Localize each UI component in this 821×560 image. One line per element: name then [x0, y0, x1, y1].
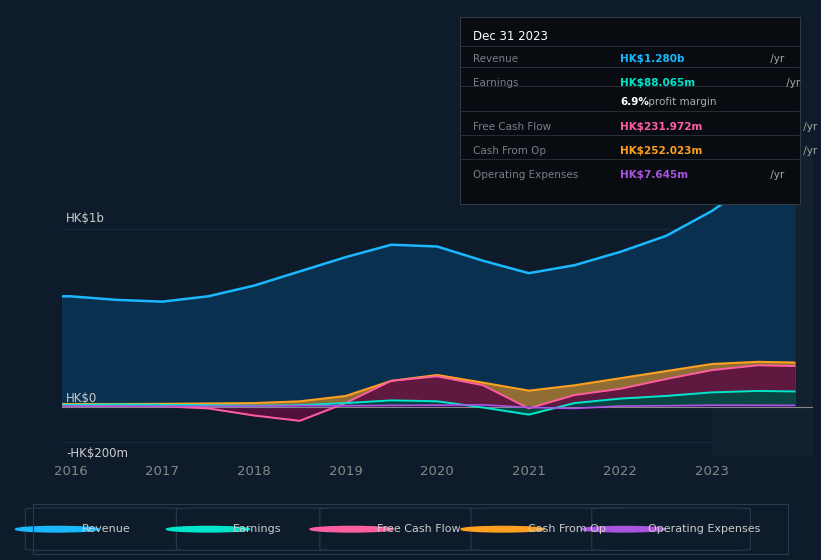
Text: Operating Expenses: Operating Expenses	[474, 170, 579, 180]
Text: HK$1b: HK$1b	[67, 212, 105, 225]
Text: HK$88.065m: HK$88.065m	[620, 78, 695, 88]
Text: HK$0: HK$0	[67, 392, 98, 405]
Text: /yr: /yr	[783, 78, 800, 88]
Text: Cash From Op: Cash From Op	[474, 146, 547, 156]
Text: HK$7.645m: HK$7.645m	[620, 170, 688, 180]
FancyBboxPatch shape	[592, 508, 750, 550]
Text: Free Cash Flow: Free Cash Flow	[377, 524, 460, 534]
Text: /yr: /yr	[800, 146, 817, 156]
Text: /yr: /yr	[800, 122, 817, 132]
Text: HK$231.972m: HK$231.972m	[620, 122, 702, 132]
Text: 6.9%: 6.9%	[620, 97, 649, 107]
Circle shape	[167, 526, 250, 532]
Circle shape	[461, 526, 544, 532]
Bar	[712, 154, 813, 456]
Text: Cash From Op: Cash From Op	[528, 524, 605, 534]
Text: HK$1.280b: HK$1.280b	[620, 54, 685, 64]
Text: /yr: /yr	[767, 170, 784, 180]
Circle shape	[16, 526, 99, 532]
Circle shape	[582, 526, 665, 532]
Text: Operating Expenses: Operating Expenses	[649, 524, 761, 534]
FancyBboxPatch shape	[177, 508, 335, 550]
Text: -HK$200m: -HK$200m	[67, 447, 128, 460]
Text: HK$252.023m: HK$252.023m	[620, 146, 702, 156]
Text: /yr: /yr	[767, 54, 784, 64]
Text: Earnings: Earnings	[474, 78, 519, 88]
FancyBboxPatch shape	[25, 508, 184, 550]
FancyBboxPatch shape	[320, 508, 479, 550]
Text: profit margin: profit margin	[645, 97, 717, 107]
Text: Revenue: Revenue	[82, 524, 131, 534]
Text: Earnings: Earnings	[233, 524, 282, 534]
FancyBboxPatch shape	[471, 508, 630, 550]
Text: Revenue: Revenue	[474, 54, 519, 64]
Text: Dec 31 2023: Dec 31 2023	[474, 30, 548, 43]
Circle shape	[310, 526, 393, 532]
Text: Free Cash Flow: Free Cash Flow	[474, 122, 552, 132]
